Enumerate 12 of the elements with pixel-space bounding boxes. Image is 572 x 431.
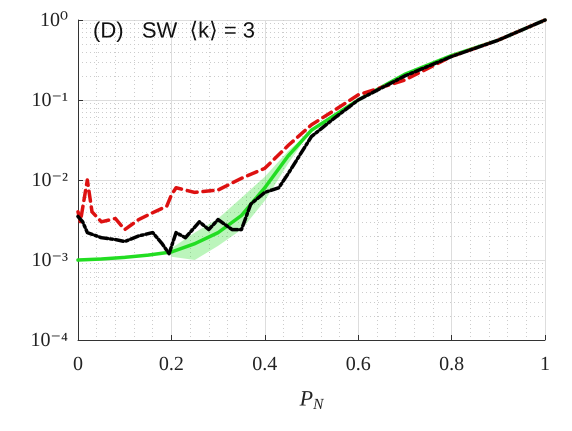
x-tick-label: 0.6 <box>346 353 371 375</box>
chart-title: (D) SW ⟨k⟩ = 3 <box>93 18 256 42</box>
x-tick-label: 1 <box>540 353 550 375</box>
y-tick-label: 10⁻³ <box>31 249 68 271</box>
y-tick-label: 10⁻¹ <box>31 89 68 111</box>
x-tick-label: 0.2 <box>158 353 184 375</box>
x-tick-label: 0.4 <box>252 353 278 375</box>
y-tick-label: 10⁻⁴ <box>30 329 68 351</box>
y-tick-label: 10⁻² <box>31 169 68 191</box>
x-tick-label: 0.8 <box>439 353 464 375</box>
y-tick-label: 10⁰ <box>40 9 68 31</box>
x-tick-label: 0 <box>73 353 83 375</box>
